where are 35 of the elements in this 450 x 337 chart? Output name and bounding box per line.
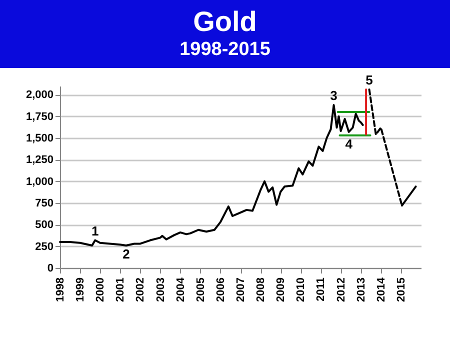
x-tick-label: 1999 (74, 278, 87, 302)
x-tick-label: 2015 (395, 278, 408, 302)
x-tick-label: 2001 (114, 278, 127, 302)
annotation: 3 (330, 88, 338, 104)
annotation: 2 (122, 246, 130, 262)
y-tick-label: 2,000 (26, 89, 54, 102)
x-tick-label: 2011 (315, 278, 328, 302)
chart-title: Gold (192, 5, 258, 38)
x-tick-label: 2005 (194, 278, 207, 302)
x-tick-label: 2009 (275, 278, 288, 302)
x-tick-label: 2010 (295, 278, 308, 302)
x-tick-label: 2012 (335, 278, 348, 302)
y-tick-label: 0 (47, 262, 54, 274)
x-tick-label: 2007 (235, 278, 247, 302)
x-tick-label: 2006 (214, 278, 227, 302)
x-tick-label: 2002 (134, 278, 147, 302)
x-tick-label: 2004 (174, 276, 187, 302)
y-tick-label: 1,500 (26, 132, 54, 144)
y-tick-label: 500 (35, 219, 54, 232)
annotation: 5 (366, 72, 373, 88)
y-tick-label: 750 (35, 198, 54, 210)
x-tick-label: 2000 (94, 278, 107, 302)
y-tick-label: 1,250 (26, 154, 54, 166)
x-tick-label: 2013 (355, 278, 368, 302)
x-tick-label: 2003 (154, 278, 167, 302)
chart-subtitle: 1998-2015 (178, 38, 272, 62)
x-tick-label: 2014 (375, 276, 388, 302)
x-tick-label: 1998 (54, 278, 66, 302)
y-tick-label: 1,000 (26, 176, 54, 188)
y-tick-label: 1,750 (26, 110, 54, 123)
annotation: 4 (345, 136, 354, 152)
line-series (59, 104, 364, 246)
annotation: 1 (91, 223, 99, 238)
y-tick-label: 250 (35, 240, 54, 253)
x-tick-label: 2008 (255, 278, 268, 302)
